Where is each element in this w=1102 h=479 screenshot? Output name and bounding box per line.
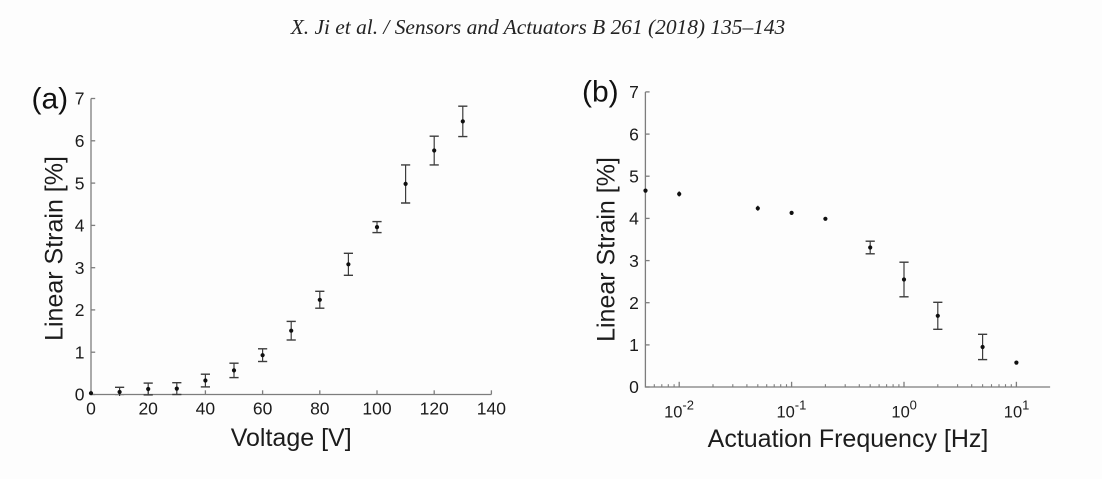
svg-text:(a): (a) — [32, 83, 69, 116]
svg-text:5: 5 — [75, 173, 85, 193]
svg-text:5: 5 — [629, 166, 639, 186]
svg-text:-2: -2 — [682, 398, 694, 413]
svg-text:140: 140 — [477, 399, 506, 419]
svg-text:7: 7 — [629, 82, 639, 102]
svg-text:1: 1 — [629, 335, 639, 355]
svg-text:Linear Strain [%]: Linear Strain [%] — [41, 156, 69, 341]
svg-text:-1: -1 — [795, 398, 807, 413]
svg-text:6: 6 — [75, 131, 85, 151]
svg-text:10: 10 — [891, 404, 909, 422]
svg-text:2: 2 — [629, 293, 639, 313]
svg-text:4: 4 — [629, 209, 639, 229]
svg-text:(b): (b) — [582, 76, 619, 109]
svg-text:10: 10 — [1004, 404, 1022, 422]
svg-text:Linear Strain [%]: Linear Strain [%] — [593, 157, 621, 342]
svg-text:3: 3 — [629, 251, 639, 271]
svg-text:0: 0 — [910, 398, 917, 413]
svg-text:2: 2 — [75, 300, 85, 320]
svg-text:100: 100 — [362, 399, 391, 419]
svg-text:1: 1 — [1022, 398, 1029, 413]
svg-text:80: 80 — [310, 399, 330, 419]
svg-text:0: 0 — [629, 377, 639, 397]
svg-text:7: 7 — [75, 89, 85, 109]
svg-text:120: 120 — [420, 399, 449, 419]
svg-text:X. Ji et al. / Sensors and Act: X. Ji et al. / Sensors and Actuators B 2… — [290, 15, 786, 39]
svg-text:1: 1 — [75, 342, 85, 362]
svg-text:20: 20 — [138, 399, 158, 419]
svg-text:Voltage [V]: Voltage [V] — [231, 424, 352, 452]
svg-text:60: 60 — [253, 399, 273, 419]
svg-text:Actuation Frequency [Hz]: Actuation Frequency [Hz] — [708, 425, 989, 453]
svg-text:10: 10 — [777, 404, 795, 422]
svg-text:3: 3 — [75, 258, 85, 278]
svg-text:6: 6 — [629, 124, 639, 144]
svg-text:4: 4 — [75, 216, 85, 236]
svg-text:40: 40 — [196, 399, 216, 419]
svg-text:10: 10 — [664, 404, 682, 422]
svg-text:0: 0 — [86, 399, 96, 419]
svg-text:0: 0 — [75, 385, 85, 405]
